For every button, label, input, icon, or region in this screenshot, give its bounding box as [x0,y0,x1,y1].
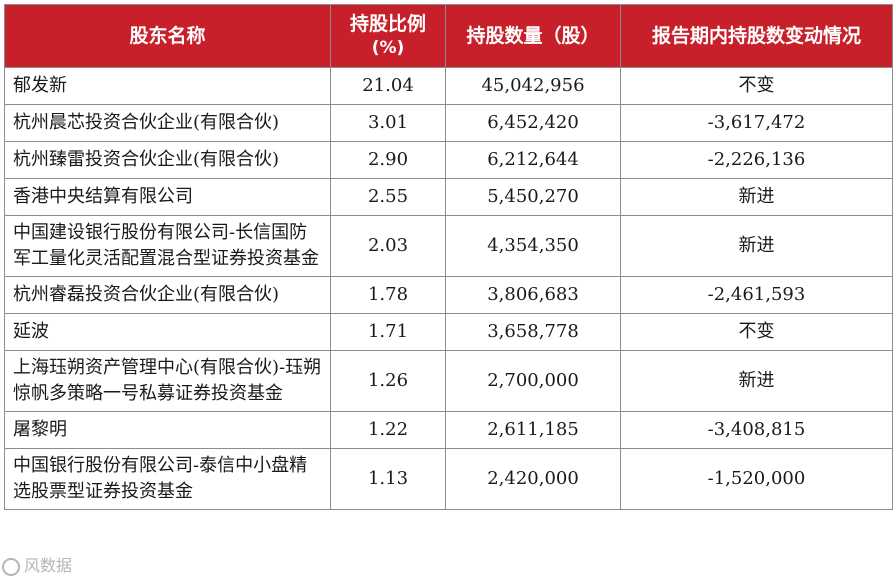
cell-change: -2,226,136 [620,141,893,179]
cell-shareholder-name: 郁发新 [4,67,331,105]
cell-holding-ratio: 21.04 [330,67,446,105]
cell-change: 新进 [620,178,893,216]
watermark-logo-icon [2,557,20,576]
cell-change: -3,617,472 [620,104,893,142]
table-row: 中国建设银行股份有限公司-长信国防军工量化灵活配置混合型证券投资基金 2.03 4,… [4,215,893,277]
cell-holding-ratio: 1.78 [330,276,446,314]
cell-shareholder-name: 香港中央结算有限公司 [4,178,331,216]
cell-share-count: 4,354,350 [445,215,621,277]
cell-share-count: 45,042,956 [445,67,621,105]
cell-share-count: 3,658,778 [445,313,621,351]
cell-change: 不变 [620,313,893,351]
cell-change: 新进 [620,215,893,277]
header-share-count: 持股数量（股） [445,4,621,68]
cell-holding-ratio: 2.55 [330,178,446,216]
cell-shareholder-name: 杭州臻雷投资合伙企业(有限合伙) [4,141,331,179]
cell-change: -1,520,000 [620,448,893,510]
cell-change: 不变 [620,67,893,105]
cell-holding-ratio: 1.26 [330,350,446,412]
table-row: 上海珏朔资产管理中心(有限合伙)-珏朔惊帆多策略一号私募证券投资基金 1.26 2,… [4,350,893,412]
cell-holding-ratio: 1.13 [330,448,446,510]
cell-change: -3,408,815 [620,411,893,449]
table-row: 中国银行股份有限公司-泰信中小盘精选股票型证券投资基金 1.13 2,420,000… [4,448,893,510]
cell-shareholder-name: 中国银行股份有限公司-泰信中小盘精选股票型证券投资基金 [4,448,331,510]
cell-shareholder-name: 延波 [4,313,331,351]
table-row: 郁发新 21.04 45,042,956 不变 [4,67,893,105]
cell-holding-ratio: 2.90 [330,141,446,179]
shareholder-table-container: 股东名称 持股比例 (%) 持股数量（股） 报告期内持股数变动情况 郁发新 21.… [4,4,893,510]
table-row: 屠黎明 1.22 2,611,185 -3,408,815 [4,411,893,449]
cell-holding-ratio: 1.71 [330,313,446,351]
shareholder-table: 股东名称 持股比例 (%) 持股数量（股） 报告期内持股数变动情况 郁发新 21.… [4,4,893,510]
cell-holding-ratio: 3.01 [330,104,446,142]
header-shareholder-name: 股东名称 [4,4,331,68]
table-header-row: 股东名称 持股比例 (%) 持股数量（股） 报告期内持股数变动情况 [4,4,893,68]
table-row: 延波 1.71 3,658,778 不变 [4,313,893,351]
cell-share-count: 5,450,270 [445,178,621,216]
watermark: 风数据 [2,552,72,576]
header-holding-ratio: 持股比例 (%) [330,4,446,68]
cell-shareholder-name: 中国建设银行股份有限公司-长信国防军工量化灵活配置混合型证券投资基金 [4,215,331,277]
cell-shareholder-name: 屠黎明 [4,411,331,449]
table-row: 杭州臻雷投资合伙企业(有限合伙) 2.90 6,212,644 -2,226,136 [4,141,893,179]
cell-share-count: 2,700,000 [445,350,621,412]
cell-shareholder-name: 杭州睿磊投资合伙企业(有限合伙) [4,276,331,314]
header-holding-ratio-unit: (%) [371,38,405,58]
cell-share-count: 6,212,644 [445,141,621,179]
cell-share-count: 6,452,420 [445,104,621,142]
watermark-text: 风数据 [24,556,73,575]
header-holding-ratio-label: 持股比例 [349,13,426,35]
cell-shareholder-name: 杭州晨芯投资合伙企业(有限合伙) [4,104,331,142]
cell-share-count: 3,806,683 [445,276,621,314]
table-body: 郁发新 21.04 45,042,956 不变 杭州晨芯投资合伙企业(有限合伙) 3.01… [4,67,893,510]
cell-holding-ratio: 1.22 [330,411,446,449]
table-row: 香港中央结算有限公司 2.55 5,450,270 新进 [4,178,893,216]
header-change: 报告期内持股数变动情况 [620,4,893,68]
table-row: 杭州晨芯投资合伙企业(有限合伙) 3.01 6,452,420 -3,617,472 [4,104,893,142]
cell-share-count: 2,611,185 [445,411,621,449]
cell-share-count: 2,420,000 [445,448,621,510]
cell-shareholder-name: 上海珏朔资产管理中心(有限合伙)-珏朔惊帆多策略一号私募证券投资基金 [4,350,331,412]
table-row: 杭州睿磊投资合伙企业(有限合伙) 1.78 3,806,683 -2,461,593 [4,276,893,314]
cell-change: 新进 [620,350,893,412]
cell-holding-ratio: 2.03 [330,215,446,277]
cell-change: -2,461,593 [620,276,893,314]
